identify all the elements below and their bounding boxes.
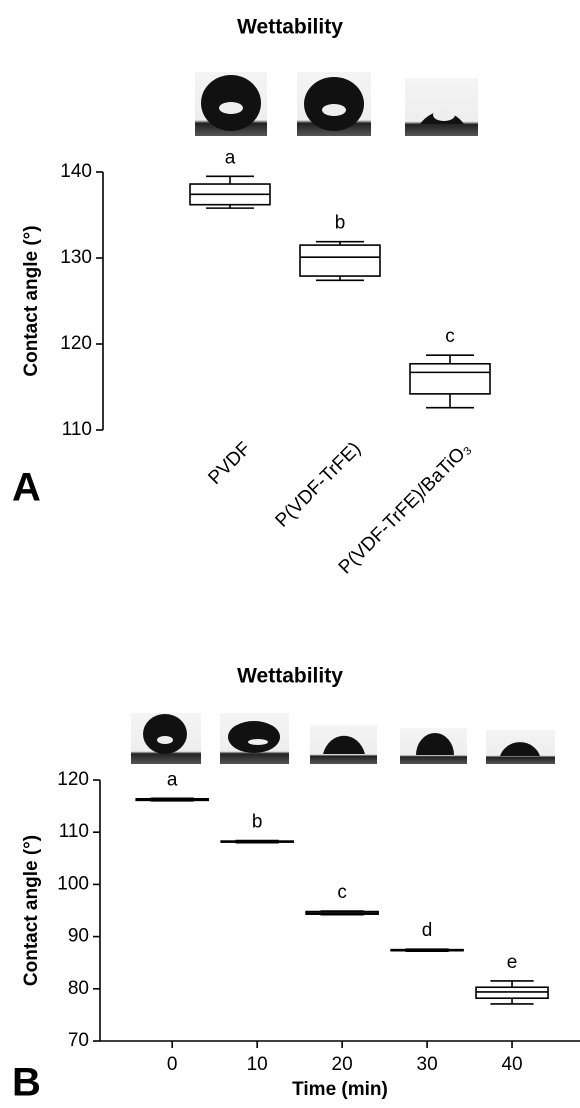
x-axis-title: Time (min) [292,1079,388,1100]
x-tick-label: 20 [332,1054,353,1075]
y-tick-label: 100 [57,873,89,894]
significance-letter: c [337,882,347,903]
significance-letter: b [335,213,346,234]
y-tick-label: 120 [60,333,92,354]
panel-label: B [12,1061,41,1105]
x-tick-label: 0 [167,1054,178,1075]
y-tick-label: 110 [62,419,92,440]
significance-letter: a [225,147,236,168]
y-tick-label: 130 [60,247,92,268]
x-tick-label: 10 [247,1054,268,1075]
box [409,362,491,395]
significance-letter: e [507,952,518,973]
significance-letter: c [445,326,455,347]
y-tick-label: 80 [68,978,89,999]
y-tick-label: 110 [59,821,89,842]
chart-title: Wettability [237,665,343,688]
y-axis-title: Contact angle (°) [21,225,42,376]
x-tick-label: 40 [501,1054,522,1075]
box [299,244,381,277]
y-tick-label: 90 [68,926,89,947]
significance-letter: b [252,812,263,833]
chart-title: Wettability [237,16,343,39]
x-tick-label: PVDF [204,438,255,489]
y-tick-label: 120 [57,769,89,790]
x-tick-label: 30 [417,1054,438,1075]
significance-letter: a [167,769,178,790]
y-tick-label: 70 [68,1030,89,1051]
x-tick-label: P(VDF-TrFE) [272,438,365,531]
significance-letter: d [422,920,433,941]
y-axis-title: Contact angle (°) [21,835,42,986]
droplet-images-a [195,72,478,136]
droplet-images-b [131,713,555,764]
panel-label: A [12,466,41,510]
y-tick-label: 140 [60,161,92,182]
